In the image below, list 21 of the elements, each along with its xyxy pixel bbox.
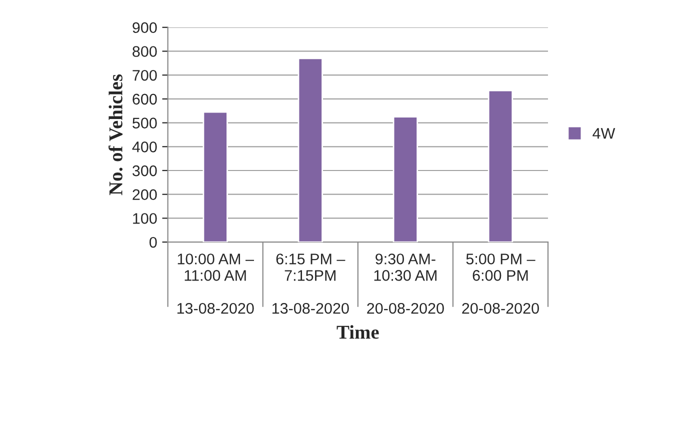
y-tick-label: 800: [132, 46, 157, 57]
y-tick-label: 600: [132, 94, 157, 105]
y-axis-title: No. of Vehicles: [108, 74, 123, 196]
bar: [392, 116, 418, 242]
y-tick-label: 400: [132, 142, 157, 152]
category-label: 9:30 AM- 10:30 AM 20-08-2020: [367, 254, 444, 314]
bar: [202, 111, 228, 242]
bar: [488, 90, 514, 242]
y-tick-label: 200: [132, 189, 157, 200]
y-tick-label: 300: [132, 165, 157, 176]
category-label: 6:15 PM – 7:15PM 13-08-2020: [272, 254, 349, 314]
bar: [298, 58, 323, 242]
legend-label: 4W: [592, 128, 616, 139]
x-axis-title: Time: [336, 325, 379, 339]
y-tick-label: 900: [132, 22, 157, 34]
y-tick-label: 0: [150, 236, 157, 248]
y-tick-label: 500: [132, 118, 157, 128]
category-label: 5:00 PM – 6:00 PM 20-08-2020: [462, 254, 539, 314]
y-tick-label: 100: [133, 213, 157, 224]
y-tick-label: 700: [132, 70, 157, 81]
category-label: 10:00 AM – 11:00 AM 13-08-2020: [177, 254, 254, 314]
